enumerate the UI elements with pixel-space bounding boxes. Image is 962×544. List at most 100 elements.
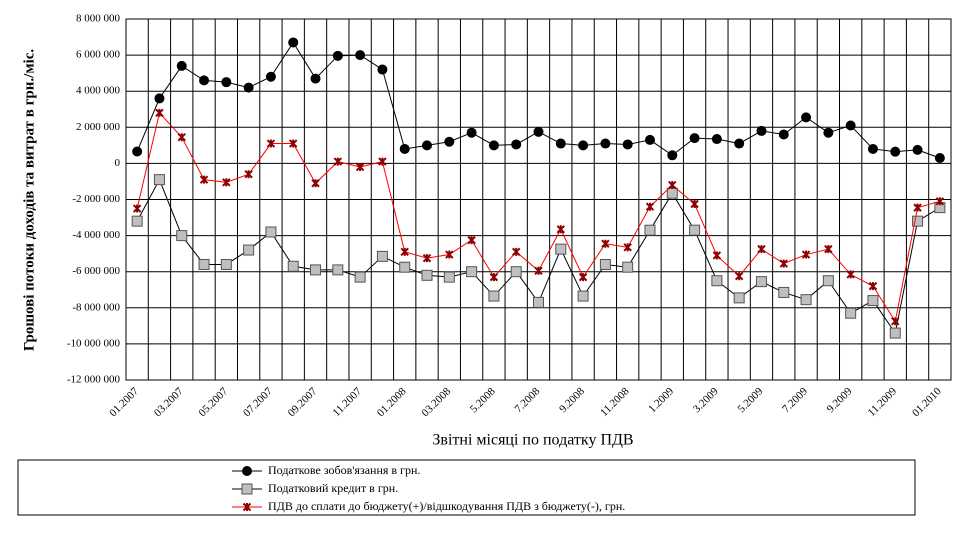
marker [288, 37, 299, 48]
x-tick-label: 03.2008 [419, 385, 453, 419]
x-tick-label: 11.2009 [866, 385, 900, 419]
marker [867, 295, 879, 307]
marker [220, 258, 232, 270]
marker [734, 138, 745, 149]
marker [800, 294, 812, 306]
marker [289, 139, 298, 148]
y-tick-label: -2 000 000 [72, 193, 120, 205]
marker [511, 247, 521, 257]
marker [912, 215, 924, 227]
x-tick-label: 9.2008 [557, 385, 587, 415]
marker [265, 71, 276, 82]
marker [846, 270, 855, 279]
marker [555, 243, 567, 255]
marker [935, 197, 945, 206]
marker [510, 266, 522, 278]
marker [176, 230, 188, 242]
marker [578, 272, 588, 282]
marker [711, 275, 723, 287]
marker [241, 483, 253, 495]
marker [376, 250, 388, 262]
marker [801, 250, 811, 259]
marker [734, 272, 744, 281]
marker [533, 296, 544, 308]
marker [824, 244, 833, 254]
marker [755, 276, 767, 288]
marker [444, 136, 455, 147]
marker [400, 247, 409, 257]
marker [822, 275, 834, 287]
marker [244, 170, 253, 179]
marker [845, 120, 856, 131]
marker [489, 272, 499, 282]
y-tick-label: -8 000 000 [72, 301, 120, 313]
marker [422, 140, 433, 151]
series-line [136, 111, 940, 323]
marker [891, 317, 900, 326]
marker [155, 108, 164, 118]
marker [378, 157, 387, 166]
marker [132, 146, 143, 157]
marker [556, 225, 566, 234]
marker [622, 261, 634, 273]
marker [934, 152, 945, 163]
marker [199, 75, 210, 86]
marker [845, 307, 857, 319]
x-axis-label: Звітні місяці по податку ПДВ [432, 432, 633, 449]
marker [265, 226, 277, 238]
x-tick-label: 05.2007 [196, 385, 230, 419]
marker [644, 224, 656, 236]
marker [913, 203, 922, 212]
marker [287, 260, 299, 272]
marker [422, 253, 432, 263]
x-tick-label: 11.2007 [331, 385, 365, 419]
marker [690, 199, 699, 209]
marker [243, 82, 254, 93]
marker [399, 261, 411, 273]
x-tick-label: 11.2008 [598, 385, 632, 419]
y-tick-label: -4 000 000 [72, 229, 120, 241]
marker [823, 127, 834, 138]
y-tick-label: 0 [115, 157, 121, 169]
marker [912, 144, 923, 155]
x-tick-label: 5.2009 [736, 385, 766, 415]
series-line [136, 178, 941, 335]
marker [668, 180, 677, 190]
x-tick-label: 7.2008 [513, 385, 543, 415]
marker [622, 139, 633, 150]
marker [890, 146, 901, 157]
marker [131, 215, 143, 227]
marker [578, 140, 589, 151]
marker [711, 134, 722, 145]
legend-label: Податкове зобов'язання в грн. [268, 463, 420, 477]
legend-label: Податковий кредит в грн. [268, 481, 398, 495]
x-tick-label: 7.2009 [780, 385, 810, 415]
marker [733, 292, 745, 304]
x-tick-label: 01.2010 [910, 385, 944, 419]
marker [176, 60, 187, 71]
x-tick-label: 9.2009 [825, 385, 855, 415]
marker [355, 50, 366, 61]
marker [757, 244, 766, 254]
marker [153, 174, 165, 186]
marker [488, 290, 500, 302]
marker [421, 269, 433, 281]
marker [599, 258, 611, 270]
marker [868, 281, 878, 291]
x-tick-label: 1.2009 [646, 385, 676, 415]
marker [177, 133, 186, 142]
x-tick-label: 3.2009 [691, 385, 721, 415]
marker [332, 264, 344, 276]
marker [534, 266, 543, 276]
marker [310, 264, 322, 276]
marker [242, 466, 252, 476]
marker [778, 129, 789, 140]
marker [756, 125, 767, 136]
marker [778, 286, 790, 298]
marker [667, 150, 678, 161]
marker [221, 77, 232, 88]
y-tick-label: 4 000 000 [76, 85, 121, 97]
marker [354, 271, 366, 283]
marker [645, 202, 655, 211]
